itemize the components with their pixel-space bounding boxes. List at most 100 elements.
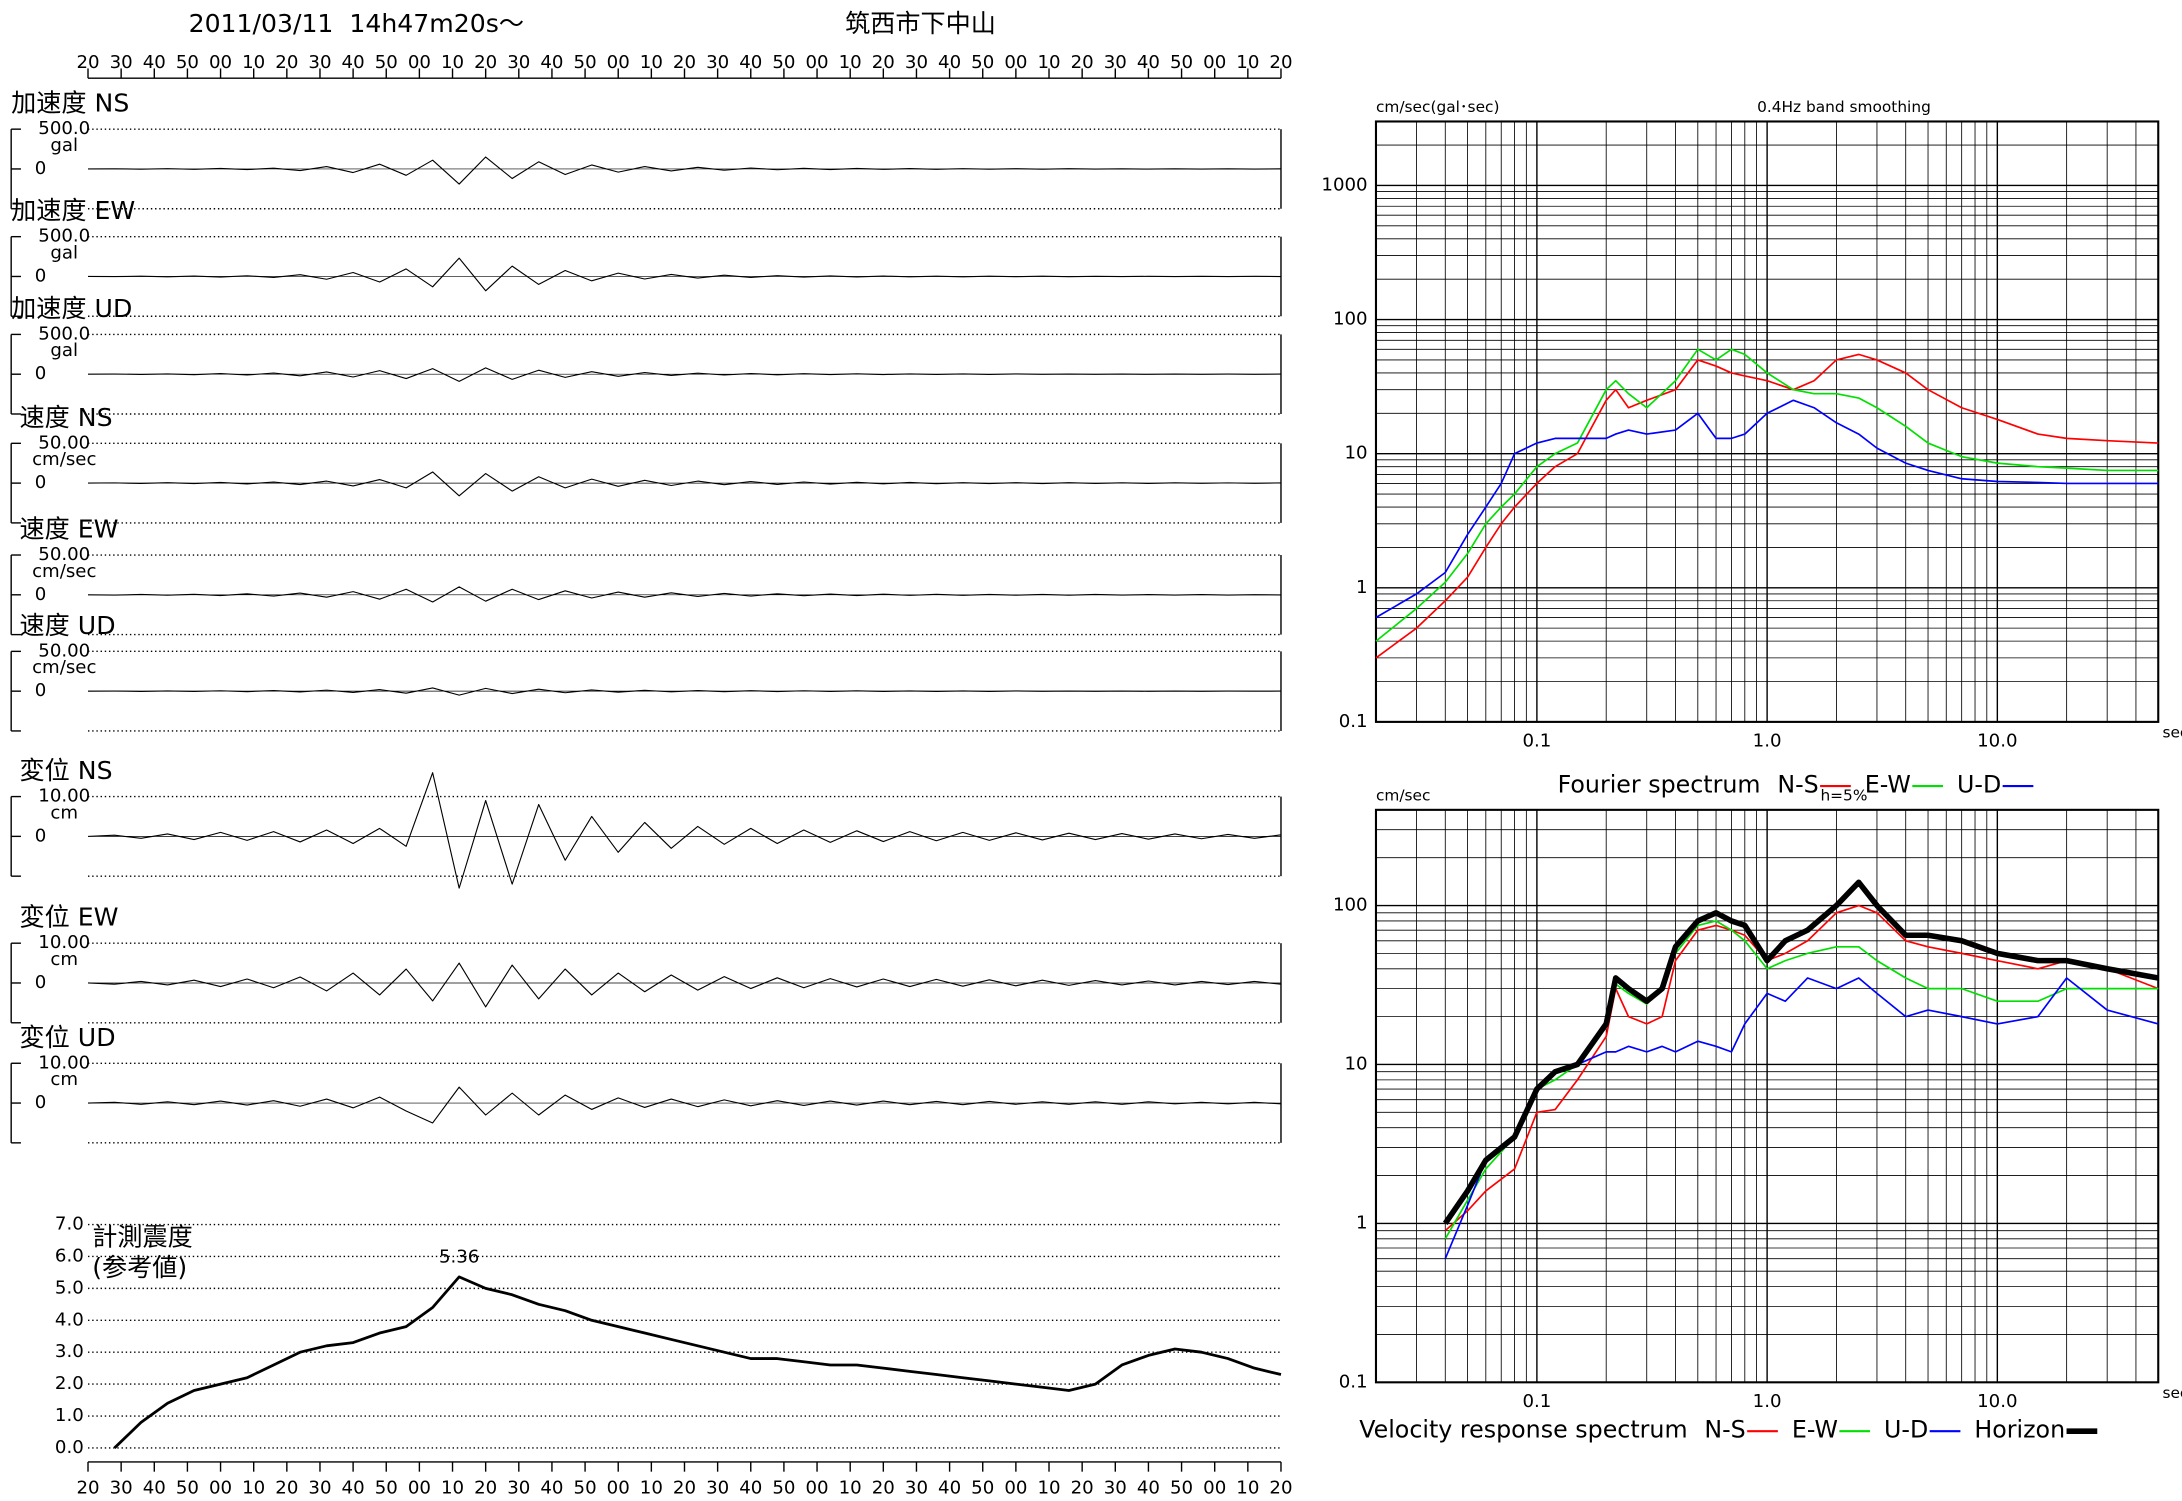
time-tick-label: 40: [938, 1477, 961, 1498]
time-tick-label: 30: [905, 52, 928, 73]
time-tick-label: 10: [441, 1477, 464, 1498]
time-tick-label: 30: [706, 52, 729, 73]
time-tick-label: 20: [1071, 1477, 1094, 1498]
y-tick-label: 100: [1333, 895, 1368, 916]
time-tick-label: 00: [209, 1477, 232, 1498]
intensity-line: [113, 1275, 1282, 1449]
time-tick-label: 00: [209, 52, 232, 73]
y-tick-label: 50.00: [38, 432, 90, 453]
y-tick-label: 1000: [1321, 174, 1367, 195]
spectrum-line: [1442, 879, 2159, 1225]
time-tick-label: 40: [540, 1477, 563, 1498]
panel-unit: cm: [50, 949, 78, 970]
x-tick-label: 0.1: [1522, 1391, 1551, 1412]
time-tick-label: 20: [1269, 52, 1292, 73]
station-name: 筑西市下中山: [845, 9, 996, 38]
plot-frame: [1374, 120, 2160, 723]
time-tick-label: 20: [872, 52, 895, 73]
waveform-trace: [88, 586, 1281, 603]
spectrum-line: [1444, 920, 2159, 1240]
y-tick-label: 10.00: [38, 786, 90, 807]
y-tick-label: 1.0: [55, 1405, 84, 1426]
spectrum-line: [1444, 977, 2159, 1259]
time-tick-label: 50: [772, 52, 795, 73]
panel-title: 加速度 EW: [11, 196, 135, 225]
time-tick-label: 30: [507, 52, 530, 73]
time-tick-label: 10: [640, 1477, 663, 1498]
x-tick-label: 10.0: [1977, 730, 2017, 751]
panel-unit: cm: [50, 802, 78, 823]
x-tick-label: 1.0: [1753, 730, 1782, 751]
y-tick-label: 500.0: [38, 118, 90, 139]
panel-title: 加速度 UD: [11, 294, 132, 323]
panel-title: 変位 NS: [20, 756, 113, 785]
legend-label: U-D: [1884, 1416, 1928, 1444]
waveform-trace: [88, 687, 1281, 696]
y-tick-label: 5.0: [55, 1277, 84, 1298]
time-tick-label: 30: [110, 1477, 133, 1498]
y-tick-label: 2.0: [55, 1373, 84, 1394]
time-tick-label: 10: [1236, 1477, 1259, 1498]
annotation: 5.36: [439, 1246, 479, 1267]
y-tick-label: 0: [35, 584, 47, 605]
x-tick-label: 0.1: [1522, 730, 1551, 751]
y-tick-label: 10: [1344, 443, 1367, 464]
time-tick-label: 30: [1104, 52, 1127, 73]
time-tick-label: 30: [110, 52, 133, 73]
panel-unit: gal: [50, 340, 78, 361]
time-tick-label: 40: [342, 1477, 365, 1498]
x-tick-label: 10.0: [1977, 1391, 2017, 1412]
time-tick-label: 50: [971, 1477, 994, 1498]
panel-unit: cm/sec: [32, 561, 96, 582]
y-tick-label: 50.00: [38, 544, 90, 565]
time-tick-label: 10: [839, 1477, 862, 1498]
legend-title: Fourier spectrum: [1558, 771, 1761, 799]
chart-note: h=5%: [1820, 786, 1867, 804]
y-tick-label: 500.0: [38, 226, 90, 247]
chart-note: 0.4Hz band smoothing: [1757, 98, 1931, 116]
waveform-trace: [88, 367, 1281, 382]
plot-frame: [1374, 808, 2160, 1384]
time-tick-label: 50: [574, 52, 597, 73]
time-tick-label: 50: [375, 1477, 398, 1498]
y-tick-label: 0.1: [1339, 1371, 1368, 1392]
y-tick-label: 50.00: [38, 640, 90, 661]
time-tick-label: 20: [76, 52, 99, 73]
time-tick-label: 20: [474, 52, 497, 73]
x-axis-label: sec: [2162, 724, 2182, 742]
time-tick-label: 10: [839, 52, 862, 73]
waveform-trace: [88, 471, 1281, 497]
time-tick-label: 20: [673, 52, 696, 73]
x-axis-label: sec: [2162, 1384, 2182, 1402]
time-tick-label: 10: [1037, 1477, 1060, 1498]
y-tick-label: 0.0: [55, 1437, 84, 1458]
panel-unit: cm/sec: [32, 449, 96, 470]
time-tick-label: 40: [143, 1477, 166, 1498]
y-tick-label: 0.1: [1339, 711, 1368, 732]
time-tick-label: 50: [772, 1477, 795, 1498]
time-tick-label: 30: [308, 1477, 331, 1498]
y-tick-label: 0: [35, 363, 47, 384]
time-tick-label: 10: [1037, 52, 1060, 73]
panel-unit: cm/sec: [32, 657, 96, 678]
y-tick-label: 0: [35, 472, 47, 493]
legend-label: E-W: [1792, 1416, 1838, 1444]
time-tick-label: 00: [607, 1477, 630, 1498]
panel-title: 速度 UD: [20, 611, 116, 640]
spectrum-line: [1375, 399, 2159, 619]
legend-label: U-D: [1957, 771, 2001, 799]
time-tick-label: 00: [1203, 1477, 1226, 1498]
time-tick-label: 50: [375, 52, 398, 73]
panel-title: 変位 UD: [20, 1023, 116, 1052]
time-tick-label: 10: [441, 52, 464, 73]
time-tick-label: 50: [971, 52, 994, 73]
time-tick-label: 00: [408, 1477, 431, 1498]
time-tick-label: 40: [143, 52, 166, 73]
y-tick-label: 3.0: [55, 1341, 84, 1362]
time-tick-label: 00: [1004, 1477, 1027, 1498]
time-tick-label: 50: [1170, 1477, 1193, 1498]
time-tick-label: 40: [739, 52, 762, 73]
time-tick-label: 20: [275, 1477, 298, 1498]
time-tick-label: 10: [640, 52, 663, 73]
